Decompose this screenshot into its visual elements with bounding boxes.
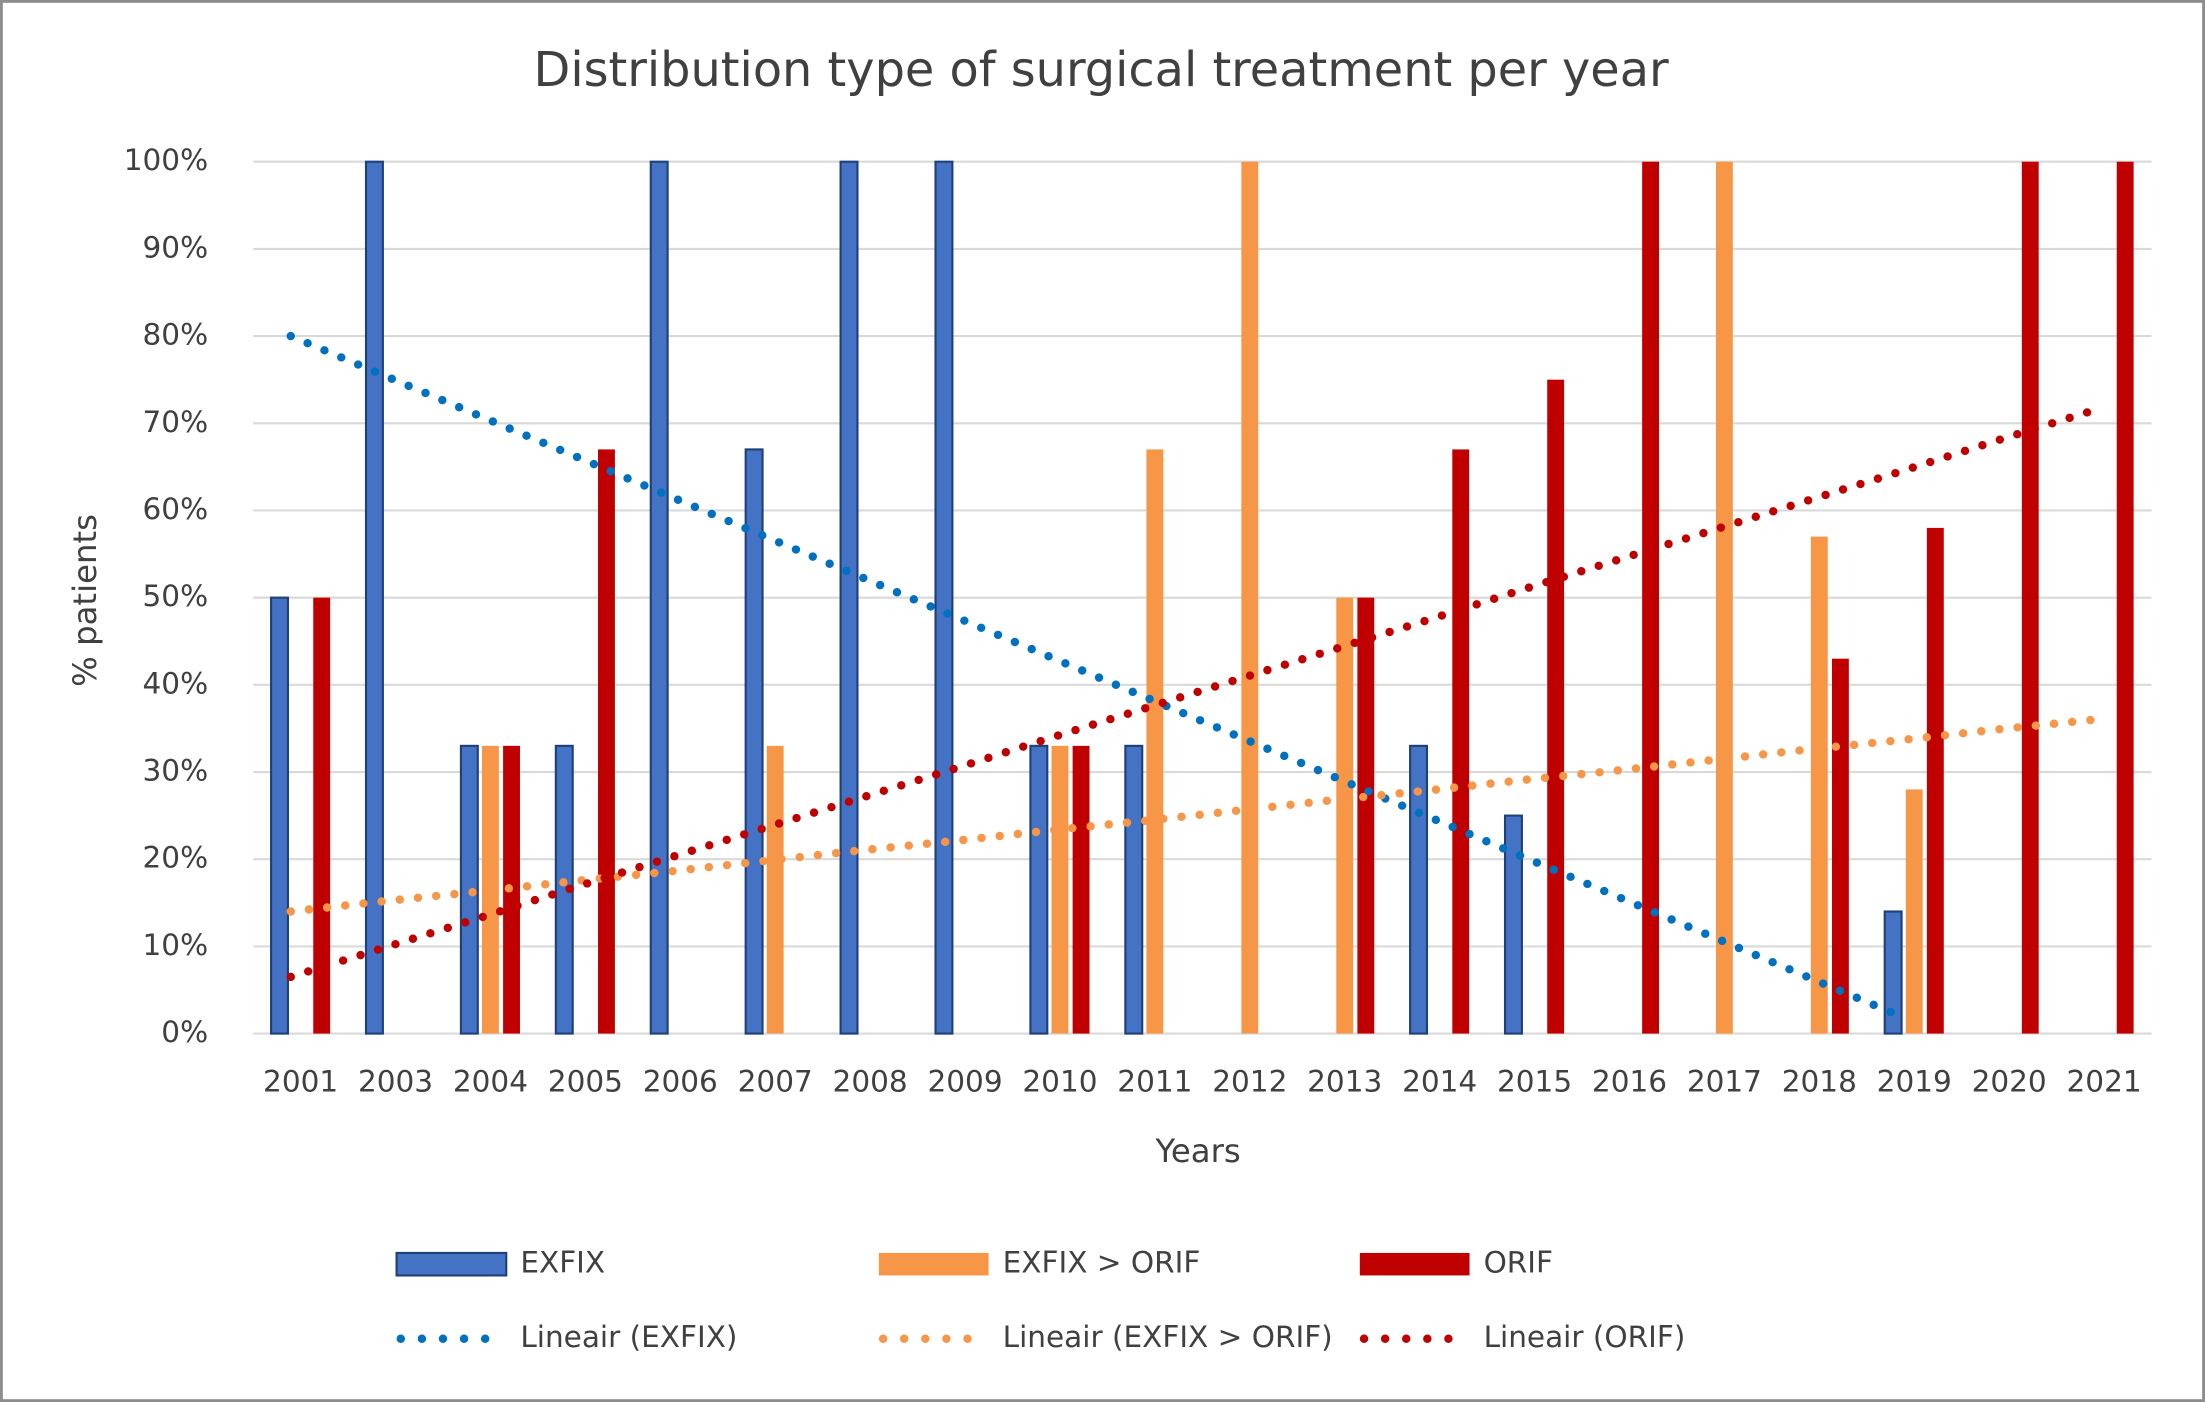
x-tick-label: 2019	[1877, 1064, 1952, 1098]
legend-label: Lineair (EXFIX > ORIF)	[1003, 1320, 1333, 1354]
legend-label: EXFIX	[520, 1246, 605, 1280]
bar	[1547, 379, 1565, 1034]
y-tick-label: 60%	[143, 492, 209, 526]
x-tick-label: 2009	[927, 1064, 1002, 1098]
bar	[1124, 744, 1144, 1035]
legend-swatch	[1359, 1252, 1470, 1276]
x-tick-label: 2015	[1497, 1064, 1572, 1098]
bar	[598, 449, 615, 1034]
x-tick-label: 2004	[453, 1064, 528, 1098]
bar	[1926, 527, 1944, 1034]
x-tick-label: 2014	[1402, 1064, 1477, 1098]
bar	[1831, 658, 1849, 1034]
bar	[2116, 161, 2134, 1034]
x-axis-label: Years	[1154, 1132, 1240, 1170]
legend-swatch	[878, 1252, 989, 1276]
bar	[1883, 910, 1903, 1035]
legend-label: EXFIX > ORIF	[1003, 1246, 1201, 1280]
bar	[2021, 161, 2039, 1034]
y-tick-label: 10%	[143, 928, 209, 962]
x-tick-label: 2010	[1022, 1064, 1097, 1098]
y-tick-label: 20%	[143, 841, 209, 875]
x-tick-label: 2005	[548, 1064, 623, 1098]
y-tick-label: 70%	[143, 405, 209, 439]
bar	[1029, 744, 1049, 1035]
x-tick-label: 2013	[1307, 1064, 1382, 1098]
bar	[1051, 745, 1069, 1034]
x-tick-label: 2007	[738, 1064, 813, 1098]
y-tick-label: 0%	[161, 1015, 208, 1049]
y-tick-label: 30%	[143, 754, 209, 788]
x-tick-label: 2018	[1782, 1064, 1857, 1098]
bar	[1146, 449, 1164, 1034]
x-tick-label: 2020	[1972, 1064, 2047, 1098]
bar	[1241, 161, 1259, 1034]
bar	[270, 596, 290, 1035]
bar	[1409, 744, 1429, 1035]
x-tick-label: 2021	[2067, 1064, 2142, 1098]
bar	[1715, 161, 1733, 1034]
bar	[1642, 161, 1660, 1034]
bar	[1905, 789, 1923, 1034]
x-tick-label: 2011	[1117, 1064, 1192, 1098]
x-tick-label: 2003	[358, 1064, 433, 1098]
trendline	[286, 331, 1909, 1023]
trendline	[286, 405, 2099, 982]
bar	[839, 160, 859, 1035]
y-tick-label: 50%	[143, 579, 209, 613]
bar	[1503, 814, 1523, 1035]
bar	[649, 160, 669, 1035]
y-tick-label: 90%	[143, 230, 209, 264]
bar	[1336, 597, 1354, 1034]
bar	[766, 745, 784, 1034]
x-tick-label: 2016	[1592, 1064, 1667, 1098]
y-tick-label: 40%	[143, 666, 209, 700]
bar	[1072, 745, 1090, 1034]
legend-label: Lineair (EXFIX)	[520, 1320, 737, 1354]
legend-label: Lineair (ORIF)	[1484, 1320, 1686, 1354]
bar	[313, 597, 331, 1034]
x-tick-label: 2008	[833, 1064, 908, 1098]
legend-label: ORIF	[1484, 1246, 1553, 1280]
legend-swatch	[395, 1251, 508, 1277]
chart-title: Distribution type of surgical treatment …	[534, 43, 1669, 98]
x-tick-label: 2001	[263, 1064, 338, 1098]
x-tick-label: 2017	[1687, 1064, 1762, 1098]
bar	[1357, 597, 1375, 1034]
bar	[1452, 449, 1470, 1034]
bar	[744, 448, 764, 1035]
y-tick-label: 100%	[124, 143, 208, 177]
x-tick-label: 2012	[1212, 1064, 1287, 1098]
x-tick-label: 2006	[643, 1064, 718, 1098]
bar	[364, 160, 384, 1035]
y-axis-label: % patients	[66, 514, 104, 687]
bar	[934, 160, 954, 1035]
y-tick-label: 80%	[143, 318, 209, 352]
bar	[1810, 536, 1828, 1034]
